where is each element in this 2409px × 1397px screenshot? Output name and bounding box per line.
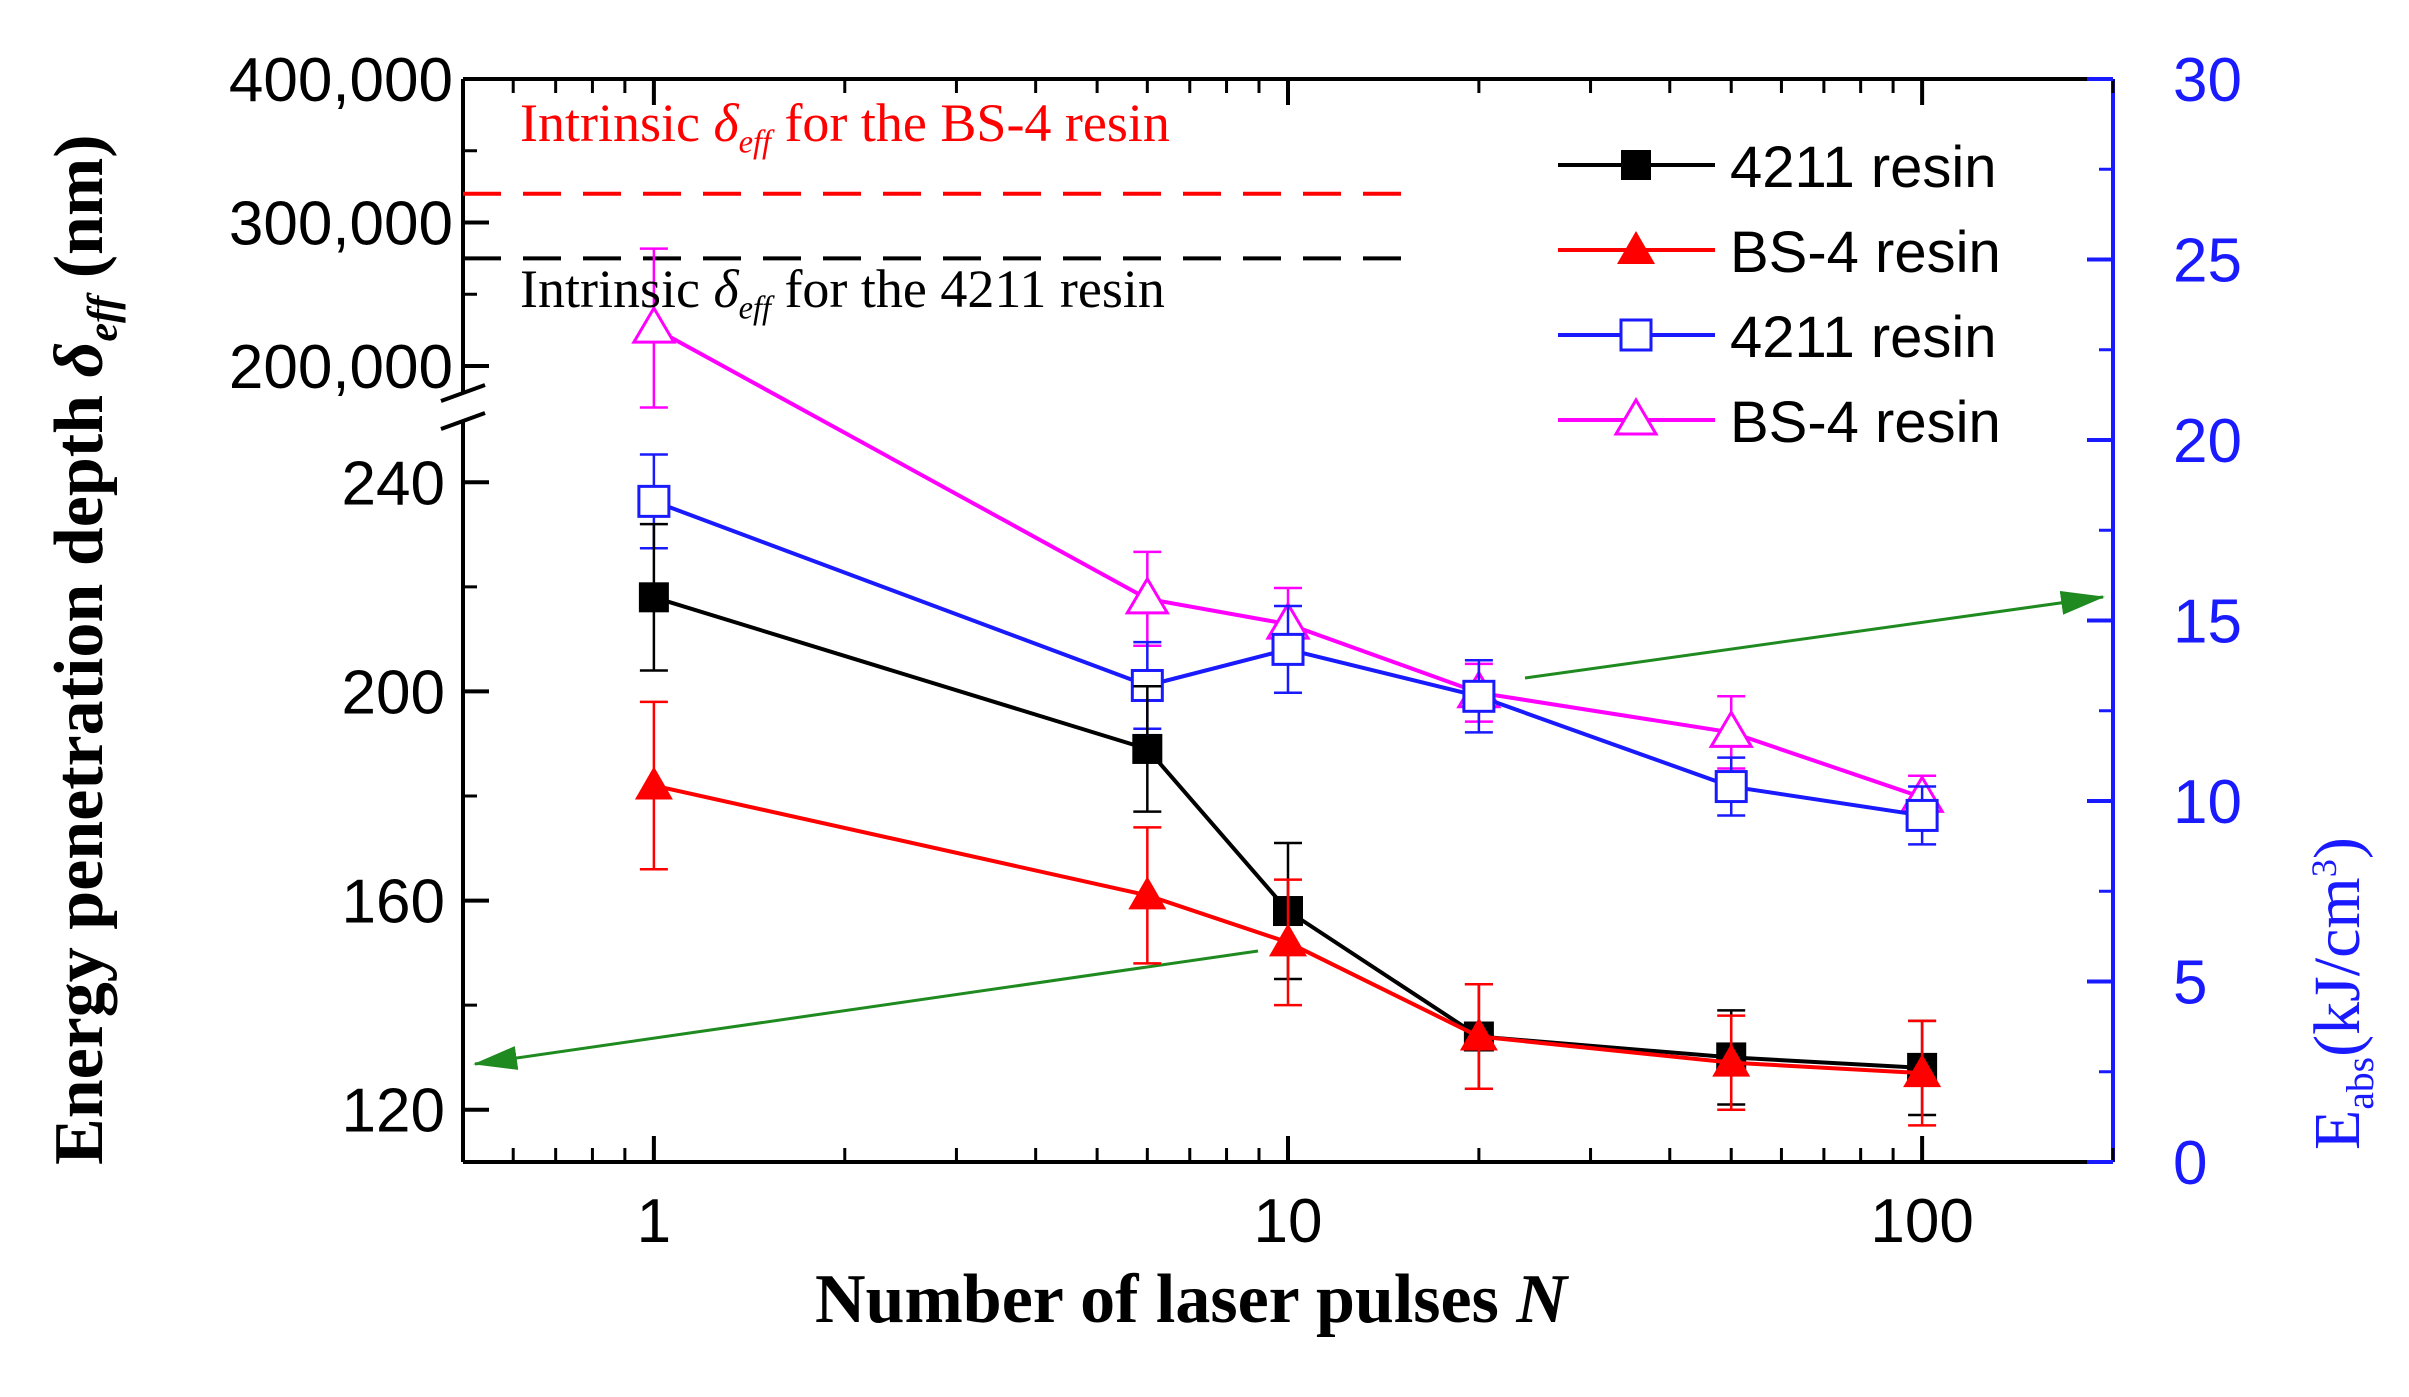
- data-point: [1708, 709, 1754, 748]
- y2-tick-label: 5: [2173, 949, 2207, 1018]
- x-tick-label: 1: [637, 1187, 671, 1256]
- series-line: [652, 326, 1923, 800]
- y2-tick-label: 25: [2173, 227, 2242, 296]
- axis-break-mark: [440, 383, 486, 403]
- y-tick-label: 160: [342, 868, 445, 937]
- series-1: [634, 700, 1942, 1127]
- data-point: [631, 305, 677, 344]
- y-tick-label: 240: [342, 449, 445, 518]
- data-point: [1271, 632, 1305, 666]
- data-point: [1613, 397, 1659, 436]
- axis-break-mark: [440, 411, 486, 431]
- y2-tick-label: 20: [2173, 407, 2242, 476]
- legend: 4211 resin BS-4 resin 4211 resin BS-4 resin: [1558, 135, 2001, 455]
- y-tick-label-upper: 400,000: [229, 46, 453, 115]
- arrow-to-right-axis: [1524, 590, 2105, 680]
- y-axis-label-left: Energy penetration depth δeff (nm): [41, 134, 127, 1165]
- data-point: [1619, 318, 1653, 352]
- series-2: [637, 453, 1939, 846]
- data-point: [637, 484, 671, 518]
- y-axis-label-right: Eabs(kJ/cm3): [2301, 837, 2382, 1150]
- arrow-to-left-axis: [473, 949, 1259, 1070]
- intrinsic-bs4-annotation: Intrinsic δeff for the BS-4 resin: [520, 93, 1170, 161]
- legend-label: 4211 resin: [1730, 305, 1997, 370]
- data-point: [1132, 733, 1163, 764]
- series-line: [653, 783, 1923, 1076]
- data-point: [1459, 1017, 1498, 1051]
- data-point: [1124, 575, 1170, 615]
- data-point: [1269, 923, 1307, 957]
- y2-tick-label: 10: [2173, 768, 2242, 837]
- data-point: [1905, 798, 1939, 832]
- y2-tick-label: 15: [2173, 588, 2242, 657]
- data-point: [1712, 1043, 1751, 1077]
- data-point: [638, 582, 669, 613]
- data-point: [1128, 876, 1167, 910]
- legend-label: BS-4 resin: [1730, 220, 2001, 285]
- data-point: [634, 766, 673, 800]
- y2-tick-label: 30: [2173, 46, 2242, 115]
- data-point: [1462, 679, 1496, 713]
- series-line: [653, 595, 1923, 1070]
- y2-tick-label: 0: [2173, 1129, 2207, 1198]
- y-tick-label-upper: 300,000: [229, 190, 453, 259]
- series-line: [653, 499, 1923, 818]
- legend-label: BS-4 resin: [1730, 390, 2001, 455]
- x-tick-label: 100: [1870, 1187, 1973, 1256]
- legend-label: 4211 resin: [1730, 135, 1997, 200]
- y-tick-label: 200: [342, 658, 445, 727]
- data-point: [1617, 231, 1655, 264]
- data-point: [1714, 770, 1748, 804]
- x-axis-label: Number of laser pulses N: [815, 1261, 1567, 1338]
- intrinsic-4211-annotation: Intrinsic δeff for the 4211 resin: [520, 259, 1165, 327]
- x-tick-label: 10: [1254, 1187, 1323, 1256]
- data-point: [1621, 150, 1651, 180]
- y-tick-label-upper: 200,000: [229, 333, 453, 402]
- data-point: [1903, 1054, 1942, 1088]
- y-tick-label: 120: [342, 1077, 445, 1146]
